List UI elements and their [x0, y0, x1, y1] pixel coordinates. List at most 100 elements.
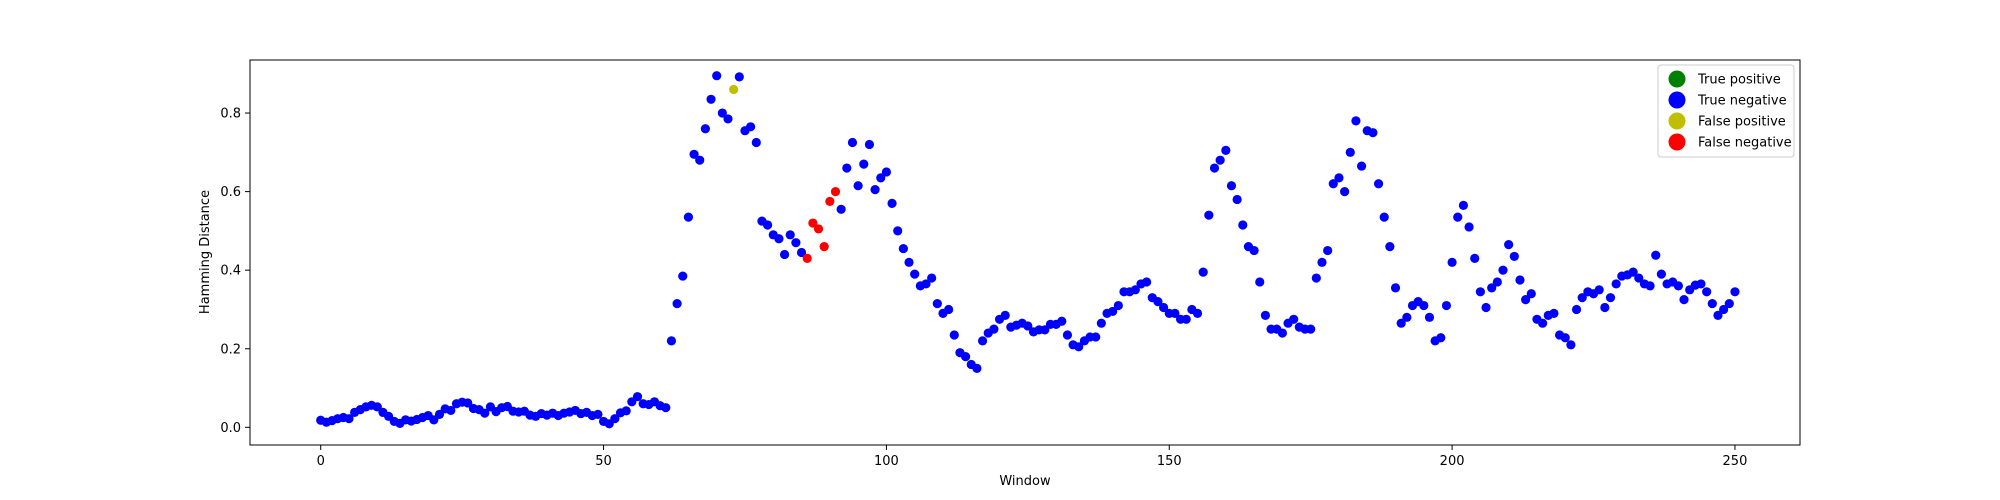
- data-point: [989, 324, 999, 334]
- data-point: [446, 405, 456, 416]
- data-point: [1521, 295, 1531, 305]
- legend-label: False positive: [1698, 115, 1786, 130]
- data-point: [695, 155, 705, 165]
- y-tick-label: 0.0: [220, 421, 241, 436]
- data-point: [434, 409, 445, 419]
- data-point: [972, 363, 982, 373]
- data-point: [904, 257, 914, 267]
- data-point: [480, 408, 490, 418]
- legend-marker: [1668, 70, 1686, 88]
- data-point: [1158, 302, 1169, 313]
- data-point: [763, 220, 773, 230]
- x-tick-label: 0: [317, 454, 325, 469]
- data-point: [779, 249, 790, 260]
- data-point: [1023, 321, 1033, 331]
- data-point: [1475, 287, 1485, 297]
- data-point: [1091, 332, 1101, 342]
- data-point: [1464, 222, 1474, 232]
- data-point: [842, 163, 852, 173]
- data-point: [859, 159, 869, 169]
- data-point: [825, 196, 835, 207]
- data-point: [813, 224, 824, 234]
- data-point: [1345, 147, 1355, 157]
- data-point: [1673, 281, 1683, 291]
- data-point: [1221, 145, 1231, 155]
- data-point: [610, 414, 620, 424]
- data-point: [1198, 267, 1208, 277]
- data-point: [1605, 293, 1616, 303]
- data-point: [372, 402, 382, 412]
- data-point: [1651, 250, 1661, 260]
- legend-box: [1657, 64, 1795, 158]
- data-point: [1232, 194, 1242, 205]
- data-point: [1719, 304, 1729, 315]
- data-point: [1192, 308, 1203, 318]
- y-tick-label: 0.4: [220, 264, 241, 279]
- data-point: [429, 415, 439, 425]
- data-point: [1453, 212, 1463, 222]
- data-point: [1419, 300, 1429, 311]
- data-point: [1368, 128, 1378, 138]
- data-point: [1436, 333, 1446, 343]
- data-point: [1170, 308, 1180, 318]
- data-point: [1142, 277, 1152, 287]
- data-point: [1108, 306, 1118, 317]
- data-point: [1571, 304, 1582, 315]
- data-point: [1249, 245, 1259, 256]
- data-point: [1260, 310, 1271, 320]
- data-point: [796, 247, 807, 258]
- data-point: [1379, 212, 1389, 222]
- data-point: [853, 181, 863, 191]
- data-point: [1470, 253, 1480, 263]
- data-point: [830, 187, 841, 197]
- data-point: [864, 139, 875, 150]
- data-point: [1385, 242, 1395, 252]
- y-tick-label: 0.2: [220, 342, 241, 357]
- data-point: [700, 124, 710, 134]
- data-point: [870, 185, 880, 195]
- data-point: [1645, 281, 1655, 291]
- data-point: [774, 234, 784, 244]
- data-point: [1594, 285, 1604, 295]
- data-point: [1447, 257, 1457, 267]
- data-point: [1487, 283, 1497, 293]
- data-point: [1628, 267, 1638, 277]
- data-point: [1153, 297, 1163, 307]
- x-tick-label: 200: [1440, 454, 1465, 469]
- data-point: [717, 108, 727, 118]
- data-point: [1340, 187, 1350, 197]
- data-point: [1311, 273, 1321, 283]
- data-point: [1255, 277, 1265, 287]
- data-point: [1289, 314, 1299, 324]
- data-points: [316, 71, 1740, 429]
- data-point: [1215, 155, 1225, 165]
- data-point: [1679, 295, 1689, 305]
- data-point: [977, 336, 988, 346]
- data-point: [1634, 273, 1644, 283]
- data-point: [1351, 116, 1361, 126]
- data-point: [672, 298, 682, 309]
- data-point: [751, 137, 761, 148]
- legend: True positive True negative False positive…: [1657, 64, 1795, 158]
- data-point: [1504, 240, 1514, 250]
- data-point: [893, 226, 903, 236]
- data-point: [791, 238, 801, 248]
- data-point: [593, 409, 603, 419]
- data-point: [1509, 251, 1519, 262]
- data-point: [344, 414, 354, 424]
- y-axis: 0.0 0.2 0.4 0.6 0.8: [220, 107, 250, 436]
- legend-marker: [1668, 133, 1686, 151]
- x-tick-label: 250: [1723, 454, 1748, 469]
- data-point: [1334, 173, 1344, 183]
- data-point: [1696, 279, 1706, 289]
- data-point: [1390, 283, 1401, 293]
- data-point: [1656, 269, 1667, 279]
- data-point: [1226, 181, 1237, 191]
- data-point: [678, 271, 688, 281]
- data-point: [683, 212, 694, 222]
- x-axis: 0 50 100 150 200 250: [317, 445, 1748, 469]
- data-point: [1000, 310, 1010, 320]
- data-point: [712, 71, 722, 81]
- legend-label: True negative: [1697, 94, 1787, 109]
- x-tick-label: 50: [595, 454, 612, 469]
